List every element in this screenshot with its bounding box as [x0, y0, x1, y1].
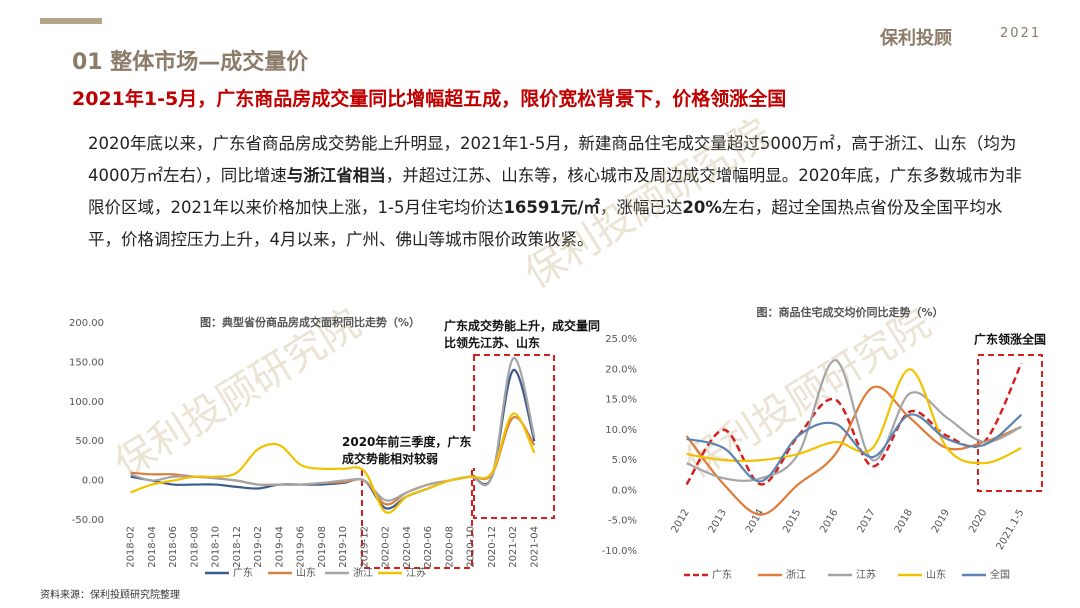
- title: 01 整体市场—成交量价: [72, 50, 309, 75]
- legend-label: 山东: [296, 566, 316, 579]
- logo: 保利投顾: [880, 28, 952, 49]
- x-tick-label: 2018-10: [211, 526, 222, 568]
- x-tick-label: 2021-04: [529, 526, 540, 568]
- x-tick-label: 2019-10: [338, 526, 349, 568]
- annotation: 广东成交势能上升，成交量同比领先江苏、山东: [444, 319, 601, 350]
- y-tick-label: -50.00: [72, 515, 104, 526]
- series-line: [686, 359, 1022, 482]
- y-tick-label: 15.0%: [605, 395, 637, 406]
- x-tick-label: 2020-12: [487, 526, 498, 568]
- paragraph-segment: 16591元/㎡: [503, 198, 600, 217]
- x-tick-label: 2020-06: [423, 526, 434, 568]
- x-tick-label: 2014: [744, 508, 766, 536]
- paragraph-segment: 左右，超过全国热点省份及全国平均水平，价格调控压力上升，4月以来，广州、佛山等城…: [88, 198, 1003, 249]
- chart-title: 图：商品住宅成交均价同比走势（%）: [756, 305, 943, 319]
- legend-label: 广东: [712, 568, 732, 581]
- logo-year: 2021: [1000, 26, 1042, 41]
- paragraph-segment: 2020年底以来，广东省商品房成交势能上升明显，2021年1-5月，新建商品住宅…: [88, 134, 1017, 185]
- x-tick-label: 2018-02: [126, 526, 137, 568]
- legend-label: 全国: [990, 568, 1010, 581]
- x-tick-label: 2020-02: [381, 526, 392, 568]
- legend-label: 浙江: [786, 569, 806, 581]
- legend-label: 江苏: [856, 568, 876, 581]
- x-tick-label: 2021-02: [508, 526, 519, 568]
- y-tick-label: 100.00: [69, 397, 104, 408]
- x-tick-label: 2016: [818, 508, 840, 536]
- chart-title: 图：典型省份商品房成交面积同比走势（%）: [200, 315, 420, 329]
- x-tick-label: 2019-12: [359, 526, 370, 568]
- annotation-text: 2020年前三季度，广东成交势能相对较弱: [342, 434, 477, 468]
- paragraph: 2020年底以来，广东省商品房成交势能上升明显，2021年1-5月，新建商品住宅…: [88, 128, 1033, 256]
- x-tick-label: 2012: [670, 508, 692, 536]
- x-tick-label: 2020-08: [444, 526, 455, 568]
- x-tick-label: 2021.1-5: [995, 508, 1027, 552]
- highlight-box: [977, 354, 1043, 492]
- highlight-box: [473, 354, 555, 519]
- x-tick-label: 2019-02: [253, 526, 264, 568]
- x-tick-label: 2020-10: [466, 526, 477, 568]
- x-tick-label: 2019-08: [317, 526, 328, 568]
- annotation: 广东领涨全国: [974, 332, 1046, 347]
- x-tick-label: 2018: [893, 508, 915, 536]
- watermark: 保利投顾研究院: [517, 110, 779, 297]
- legend-label: 广东: [233, 566, 253, 579]
- y-tick-label: 0.0%: [612, 485, 637, 496]
- y-tick-label: 50.00: [75, 436, 104, 447]
- x-tick-label: 2019: [930, 508, 952, 536]
- x-tick-label: 2018-06: [168, 526, 179, 568]
- y-tick-label: 25.0%: [605, 334, 637, 345]
- x-tick-label: 2019-04: [274, 526, 285, 568]
- x-tick-label: 2018-04: [147, 526, 158, 568]
- x-tick-label: 2020: [967, 508, 989, 536]
- x-tick-label: 2013: [707, 508, 729, 536]
- y-tick-label: 10.0%: [605, 425, 637, 436]
- y-tick-label: 200.00: [69, 318, 104, 329]
- x-tick-label: 2015: [781, 508, 803, 536]
- y-tick-label: -10.0%: [602, 546, 637, 557]
- legend-label: 山东: [926, 568, 946, 581]
- y-tick-label: 150.00: [69, 357, 104, 368]
- subtitle: 2021年1-5月，广东商品房成交量同比增幅超五成，限价宽松背景下，价格领涨全国: [72, 88, 787, 110]
- x-tick-label: 2018-12: [232, 526, 243, 568]
- x-tick-label: 2020-04: [402, 526, 413, 568]
- paragraph-segment: ，涨幅已达: [599, 198, 683, 217]
- y-tick-label: 20.0%: [605, 364, 637, 375]
- legend-label: 浙江: [353, 567, 373, 579]
- x-tick-label: 2018-08: [189, 526, 200, 568]
- series-line: [685, 385, 1022, 516]
- x-tick-label: 2019-06: [296, 526, 307, 568]
- annotation-text: 广东成交势能上升，成交量同比领先江苏、山东: [444, 319, 601, 350]
- x-tick-label: 2017: [856, 508, 878, 536]
- y-tick-label: -5.0%: [608, 516, 637, 527]
- y-tick-label: 5.0%: [612, 455, 637, 466]
- paragraph-segment: 与浙江省相当: [286, 166, 386, 185]
- paragraph-segment: ，并超过江苏、山东等，核心城市及周边成交增幅明显。2020年底，广东多数城市为非…: [88, 166, 1022, 217]
- legend-label: 江苏: [406, 566, 426, 579]
- annotation: 2020年前三季度，广东成交势能相对较弱: [342, 434, 477, 468]
- source: 资料来源：保利投顾研究院整理: [40, 590, 180, 601]
- series-line: [686, 413, 1023, 483]
- series-line: [130, 412, 536, 514]
- paragraph-segment: 20%: [682, 198, 722, 217]
- header-bar: [40, 18, 102, 24]
- y-tick-label: 0.00: [82, 476, 104, 487]
- highlight-box: [361, 459, 473, 569]
